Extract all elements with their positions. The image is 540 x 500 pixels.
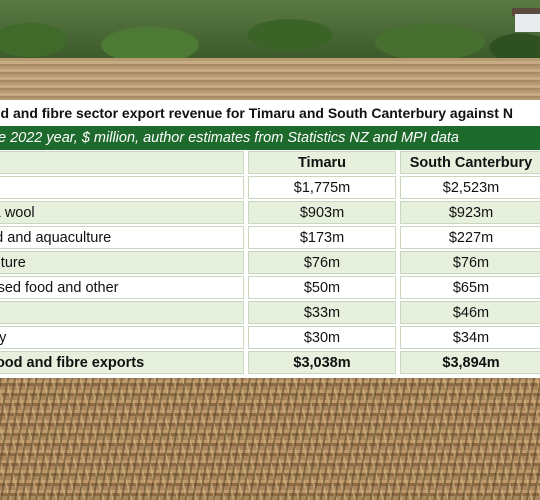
table-row: cessed food and other $50m $65m — [0, 276, 540, 301]
background-house — [515, 14, 540, 32]
row-label: ticulture — [0, 251, 244, 274]
table-row: ble $33m $46m — [0, 301, 540, 326]
row-value-south-canterbury: $65m — [400, 276, 540, 299]
row-label: cessed food and other — [0, 276, 244, 299]
background-field — [0, 58, 540, 100]
header-cell-south-canterbury: South Canterbury — [400, 151, 540, 174]
total-value-timaru: $3,038m — [248, 351, 396, 374]
background-trees — [0, 0, 540, 60]
table-header-row: Timaru South Canterbury — [0, 151, 540, 176]
total-value-south-canterbury: $3,894m — [400, 351, 540, 374]
header-cell-category — [0, 151, 244, 174]
table-row: food and aquaculture $173m $227m — [0, 226, 540, 251]
table-row: at & wool $903m $923m — [0, 201, 540, 226]
row-value-south-canterbury: $46m — [400, 301, 540, 324]
row-label: estry — [0, 326, 244, 349]
row-value-timaru: $1,775m — [248, 176, 396, 199]
row-value-timaru: $50m — [248, 276, 396, 299]
row-value-south-canterbury: $2,523m — [400, 176, 540, 199]
row-value-timaru: $30m — [248, 326, 396, 349]
background-stubble-field — [0, 378, 540, 500]
header-cell-timaru: Timaru — [248, 151, 396, 174]
table-subtitle: e 2022 year, $ million, author estimates… — [0, 126, 540, 150]
row-label: ry — [0, 176, 244, 199]
row-value-timaru: $33m — [248, 301, 396, 324]
row-label: ble — [0, 301, 244, 324]
row-value-timaru: $903m — [248, 201, 396, 224]
row-value-south-canterbury: $923m — [400, 201, 540, 224]
row-value-south-canterbury: $227m — [400, 226, 540, 249]
row-value-timaru: $76m — [248, 251, 396, 274]
table-row: ry $1,775m $2,523m — [0, 176, 540, 201]
row-value-south-canterbury: $76m — [400, 251, 540, 274]
table-title: od and fibre sector export revenue for T… — [0, 100, 540, 126]
row-value-south-canterbury: $34m — [400, 326, 540, 349]
row-label: at & wool — [0, 201, 244, 224]
export-revenue-table-panel: od and fibre sector export revenue for T… — [0, 100, 540, 378]
table-total-row: al food and fibre exports $3,038m $3,894… — [0, 351, 540, 376]
table-row: estry $30m $34m — [0, 326, 540, 351]
row-label: food and aquaculture — [0, 226, 244, 249]
background-house-roof — [512, 8, 540, 16]
total-label: al food and fibre exports — [0, 351, 244, 374]
row-value-timaru: $173m — [248, 226, 396, 249]
table-row: ticulture $76m $76m — [0, 251, 540, 276]
